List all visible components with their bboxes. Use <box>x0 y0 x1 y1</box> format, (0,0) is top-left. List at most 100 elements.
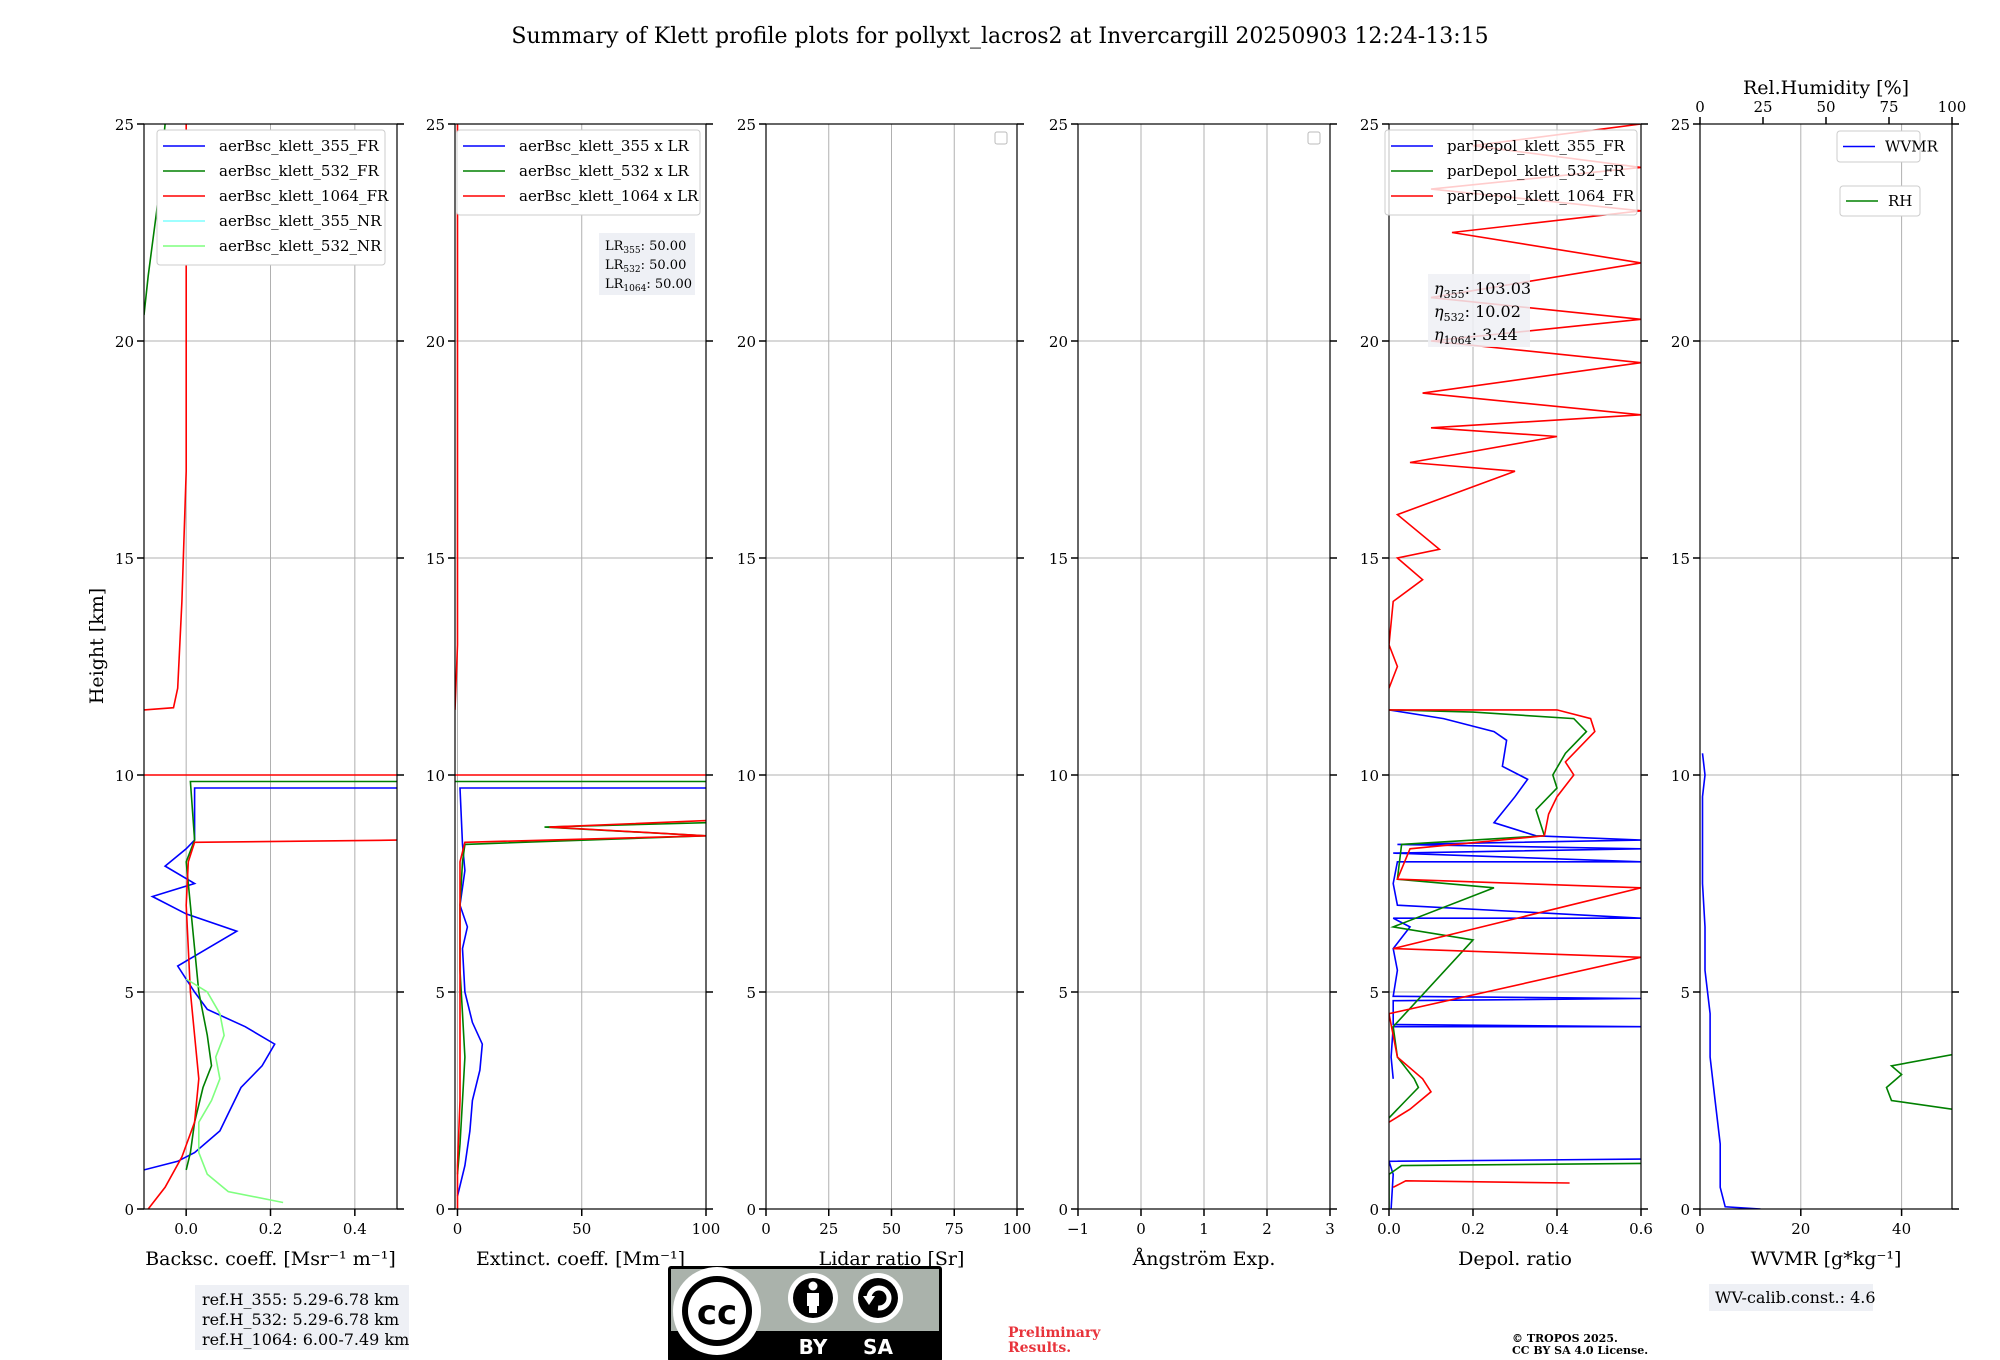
lr-value: : 50.00 <box>646 277 692 292</box>
x-tick-label: 0 <box>761 1220 771 1238</box>
lr-box-line: LR1064: 50.00 <box>605 277 692 294</box>
series-line-WVMR <box>1701 753 1761 1209</box>
x-tick-label: 2 <box>1262 1220 1272 1238</box>
y-tick-label: 5 <box>1058 984 1068 1002</box>
x-tick-label: 20 <box>1791 1220 1810 1238</box>
y-tick-label: 5 <box>1369 984 1379 1002</box>
y-tick-label: 25 <box>1671 116 1690 134</box>
lr-box-line: LR532: 50.00 <box>605 258 686 275</box>
eta-box-line: η532: 10.02 <box>1434 302 1521 324</box>
legend-entry: aerBsc_klett_355 x LR <box>519 137 690 155</box>
figure-title: Summary of Klett profile plots for polly… <box>511 24 1488 49</box>
y-tick-label: 20 <box>737 333 756 351</box>
x-tick-label: 0.0 <box>1377 1220 1401 1238</box>
legend-entry: parDepol_klett_532_FR <box>1447 162 1625 180</box>
lr-base: LR <box>605 258 625 273</box>
y-tick-label: 0 <box>1058 1201 1068 1219</box>
sa-icon-arrow <box>866 1285 892 1311</box>
y-tick-label: 20 <box>115 333 134 351</box>
legend-entry: aerBsc_klett_1064 x LR <box>519 187 699 205</box>
legend: aerBsc_klett_355 x LR aerBsc_klett_532 x … <box>456 129 701 216</box>
sa-icon-arrowhead <box>863 1296 875 1305</box>
series-group <box>144 124 397 1209</box>
legend-frame <box>1384 129 1638 216</box>
top-tick-label: 0 <box>1695 98 1705 116</box>
lr-base: LR <box>605 239 625 254</box>
wv-calib-text: WV-calib.const.: 4.6 <box>1715 1288 1876 1307</box>
legend-entry: aerBsc_klett_355_FR <box>219 137 379 155</box>
wv-calib-box: WV-calib.const.: 4.6 <box>1709 1284 1876 1311</box>
y-tick-label: 5 <box>1680 984 1690 1002</box>
sa-icon-ring <box>858 1278 898 1318</box>
x-axis-label: Lidar ratio [Sr] <box>819 1248 965 1270</box>
legend-entry: parDepol_klett_1064_FR <box>1447 187 1635 205</box>
legend-entry: aerBsc_klett_532 x LR <box>519 162 690 180</box>
y-tick-label: 20 <box>1360 333 1379 351</box>
lr-value: : 50.00 <box>641 239 687 254</box>
copyright-line-1: © TROPOS 2025. <box>1512 1332 1618 1345</box>
lr-value: : 50.00 <box>641 258 687 273</box>
x-tick-label: 50 <box>572 1220 591 1238</box>
y-tick-label: 25 <box>1360 116 1379 134</box>
panel-extinction: 0 5 10 15 20 25 0 50 100 Extinct. coeff. [Mm⁻¹] ae… <box>426 116 720 1270</box>
y-tick-label: 25 <box>426 116 445 134</box>
series-line-parDepol_klett_355_FR_low <box>1389 709 1641 1079</box>
ref-height-355: ref.H_355: 5.29-6.78 km <box>202 1290 399 1309</box>
x-tick-label: 40 <box>1892 1220 1911 1238</box>
legend-frame <box>456 129 701 216</box>
cc-text: cc <box>697 1293 737 1333</box>
y-tick-label: 25 <box>737 116 756 134</box>
y-tick-label: 10 <box>737 767 756 785</box>
y-tick-label: 25 <box>115 116 134 134</box>
panel-lidar_ratio: 0 5 10 15 20 25 0 25 50 75 100 Lidar ratio [Sr] <box>737 116 1031 1270</box>
series-line-parDepol_klett_355_FR <box>1389 1158 1641 1209</box>
copyright-line-2: CC BY SA 4.0 License. <box>1512 1344 1648 1357</box>
legend-frame <box>156 129 386 266</box>
eta-base: η <box>1434 325 1444 344</box>
ref-height-532: ref.H_532: 5.29-6.78 km <box>202 1310 399 1329</box>
series-group <box>1389 124 1641 1209</box>
x-axis-label: Backsc. coeff. [Msr⁻¹ m⁻¹] <box>145 1248 396 1270</box>
eta-value: : 3.44 <box>1472 325 1518 344</box>
legend-entry: aerBsc_klett_532_FR <box>219 162 379 180</box>
panel-depol: 0 5 10 15 20 25 0.0 0.2 0.4 0.6 Depol. ratio parDep… <box>1360 116 1653 1270</box>
eta-sub: 1064 <box>1444 334 1472 347</box>
y-tick-label: 25 <box>1049 116 1068 134</box>
series-line-parDepol_klett_1064_FR <box>1392 1179 1570 1189</box>
eta-box-line: η355: 103.03 <box>1434 279 1531 301</box>
x-tick-label: 50 <box>882 1220 901 1238</box>
x-tick-label: 75 <box>945 1220 964 1238</box>
panel-frame <box>1388 123 1642 1210</box>
x-tick-label: 0.2 <box>259 1220 283 1238</box>
empty-legend-icon <box>994 131 1008 145</box>
legend: aerBsc_klett_355_FR aerBsc_klett_532_FRae… <box>156 129 389 266</box>
lr-box-line: LR355: 50.00 <box>605 239 686 256</box>
legend-entry: aerBsc_klett_355_NR <box>219 212 382 230</box>
y-tick-label: 10 <box>1049 767 1068 785</box>
legend-frame <box>1836 130 1921 163</box>
x-tick-label: −1 <box>1067 1220 1089 1238</box>
y-tick-label: 15 <box>1671 550 1690 568</box>
eta-box-bg <box>1428 274 1530 347</box>
top-tick-label: 25 <box>1753 98 1772 116</box>
panel-backscatter: 0 5 10 15 20 25 0.0 0.2 0.4 Backsc. coeff. [Msr⁻¹… <box>115 116 404 1270</box>
legend-entry: RH <box>1888 192 1912 210</box>
series-group <box>1701 753 1952 1209</box>
eta-base: η <box>1434 302 1444 321</box>
series-line-parDepol_klett_1064_FR_low <box>1389 709 1641 1123</box>
y-tick-label: 15 <box>1360 550 1379 568</box>
y-tick-label: 20 <box>1671 333 1690 351</box>
series-line-aerBsc_klett_532_NR <box>185 978 284 1204</box>
ref-heights-bg <box>195 1285 409 1350</box>
legend-frame <box>1839 185 1921 217</box>
eta-value: : 10.02 <box>1465 302 1521 321</box>
y-tick-label: 20 <box>426 333 445 351</box>
lr-sub: 355 <box>623 246 640 256</box>
top-tick-label: 50 <box>1816 98 1835 116</box>
ref-heights-box: ref.H_355: 5.29-6.78 km ref.H_532: 5.29-… <box>195 1285 409 1350</box>
legend-entry: parDepol_klett_355_FR <box>1447 137 1625 155</box>
x-tick-label: 0.6 <box>1629 1220 1653 1238</box>
y-tick-label: 15 <box>426 550 445 568</box>
